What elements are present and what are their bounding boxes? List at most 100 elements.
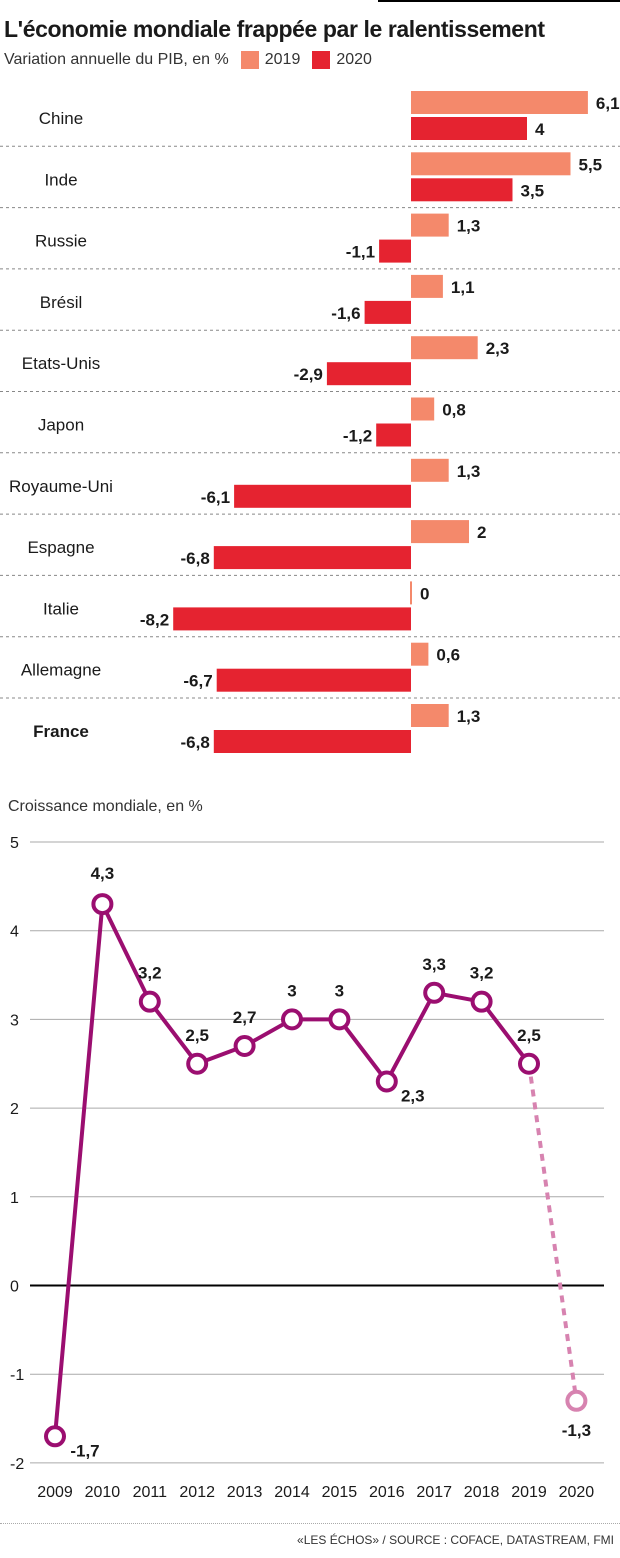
- subtitle-legend-row: Variation annuelle du PIB, en % 2019 202…: [4, 51, 372, 69]
- data-label: -6,8: [181, 733, 210, 752]
- x-tick-label: 2009: [37, 1484, 73, 1501]
- legend-label-2020: 2020: [336, 51, 372, 68]
- y-tick-label: -1: [10, 1367, 24, 1384]
- bar-2019: [410, 581, 412, 605]
- y-tick-label: 2: [10, 1101, 19, 1118]
- data-label: 0,8: [442, 401, 466, 420]
- legend-swatch-2019: [240, 51, 259, 69]
- y-tick-label: 5: [10, 835, 19, 852]
- data-label: -6,8: [181, 549, 210, 568]
- x-tick-label: 2016: [369, 1484, 405, 1501]
- data-label: -1,2: [343, 427, 372, 446]
- data-point: [375, 1070, 398, 1093]
- data-label: 1,1: [451, 278, 475, 297]
- bar-2019: [411, 642, 429, 666]
- category-label: France: [33, 722, 89, 741]
- gdp-bar-chart: Chine 6,1 4 Inde 5,5 3,5 Russie 1,3 -1,1 Brésil 1,…: [0, 91, 620, 753]
- x-tick-label: 2017: [416, 1484, 452, 1501]
- data-label: 1,3: [457, 462, 481, 481]
- data-label: -2,9: [294, 365, 323, 384]
- bar-2020: [326, 362, 411, 386]
- data-label: 6,1: [596, 94, 620, 113]
- data-label: 2: [477, 523, 486, 542]
- x-tick-label: 2015: [322, 1484, 358, 1501]
- data-point: [470, 990, 493, 1013]
- category-label: Espagne: [27, 538, 94, 557]
- chart-title: L'économie mondiale frappée par le ralen…: [4, 16, 545, 42]
- data-point: [328, 1008, 351, 1031]
- point-label: 2,5: [185, 1026, 209, 1045]
- bar-2019: [411, 274, 443, 298]
- category-label: Russie: [35, 232, 87, 251]
- y-tick-label: 3: [10, 1012, 19, 1029]
- top-rule: [378, 0, 620, 2]
- point-label: 3,2: [470, 964, 494, 983]
- data-point: [423, 981, 446, 1004]
- point-label: 3,2: [138, 964, 162, 983]
- bar-2019: [411, 397, 435, 421]
- point-label: 3: [287, 981, 296, 1000]
- category-label: Royaume-Uni: [9, 477, 113, 496]
- y-tick-label: 1: [10, 1190, 19, 1207]
- footer-divider: [0, 1523, 620, 1524]
- x-tick-label: 2020: [559, 1484, 595, 1501]
- category-label: Brésil: [40, 293, 83, 312]
- category-label: Allemagne: [21, 661, 101, 680]
- bar-2020: [234, 484, 411, 508]
- data-label: -6,1: [201, 488, 230, 507]
- y-tick-label: -2: [10, 1456, 24, 1473]
- bar-2019: [411, 458, 449, 482]
- x-tick-label: 2014: [274, 1484, 310, 1501]
- data-label: 3,5: [521, 181, 545, 200]
- x-tick-label: 2019: [511, 1484, 547, 1501]
- bar-2019: [411, 91, 588, 114]
- bar-2019: [411, 336, 478, 360]
- x-tick-label: 2018: [464, 1484, 500, 1501]
- source-footer: «LES ÉCHOS» / SOURCE : COFACE, DATASTREA…: [297, 1533, 614, 1547]
- legend-label-2019: 2019: [264, 51, 301, 68]
- forecast-line: [527, 1063, 579, 1402]
- point-label: -1,3: [562, 1421, 591, 1440]
- bar-2020: [376, 423, 411, 447]
- y-tick-label: 4: [10, 924, 19, 941]
- point-label: 3: [335, 981, 344, 1000]
- data-label: -8,2: [140, 610, 169, 629]
- data-label: 4: [535, 120, 545, 139]
- category-label: Etats-Unis: [22, 354, 100, 373]
- data-point: [518, 1052, 540, 1075]
- data-label: 0,6: [436, 646, 460, 665]
- bar-2020: [411, 117, 527, 140]
- data-point: [138, 990, 161, 1013]
- category-label: Japon: [38, 416, 84, 435]
- data-label: 1,3: [457, 217, 481, 236]
- legend-swatch-2020: [312, 51, 331, 69]
- category-label: Chine: [39, 109, 83, 128]
- point-label: 2,3: [401, 1086, 425, 1105]
- data-label: -6,7: [183, 672, 212, 691]
- x-tick-label: 2012: [179, 1484, 215, 1501]
- bar-2020: [411, 178, 513, 202]
- category-label: Inde: [44, 170, 77, 189]
- point-label: 2,5: [517, 1026, 541, 1045]
- bar-2020: [364, 300, 411, 324]
- data-point: [565, 1389, 588, 1412]
- x-tick-label: 2010: [85, 1484, 121, 1501]
- data-point: [91, 893, 114, 916]
- bar-2019: [411, 704, 449, 727]
- data-label: 5,5: [579, 155, 603, 174]
- data-label: -1,6: [331, 304, 360, 323]
- y-tick-label: 0: [10, 1279, 19, 1296]
- bar-2020: [213, 546, 411, 570]
- bar-2019: [411, 213, 449, 237]
- data-label: 2,3: [486, 339, 510, 358]
- bar-2020: [216, 668, 411, 692]
- bar-2019: [411, 520, 469, 544]
- data-label: 0: [420, 584, 429, 603]
- x-tick-label: 2013: [227, 1484, 263, 1501]
- bar-2020: [213, 730, 411, 753]
- data-point: [186, 1052, 209, 1075]
- data-point: [44, 1425, 66, 1448]
- x-tick-label: 2011: [133, 1484, 168, 1501]
- world-growth-line-chart: Croissance mondiale, en % 5 4 3 2 1 0 -1 -2 2009 2…: [8, 798, 604, 1501]
- point-label: 3,3: [422, 955, 446, 974]
